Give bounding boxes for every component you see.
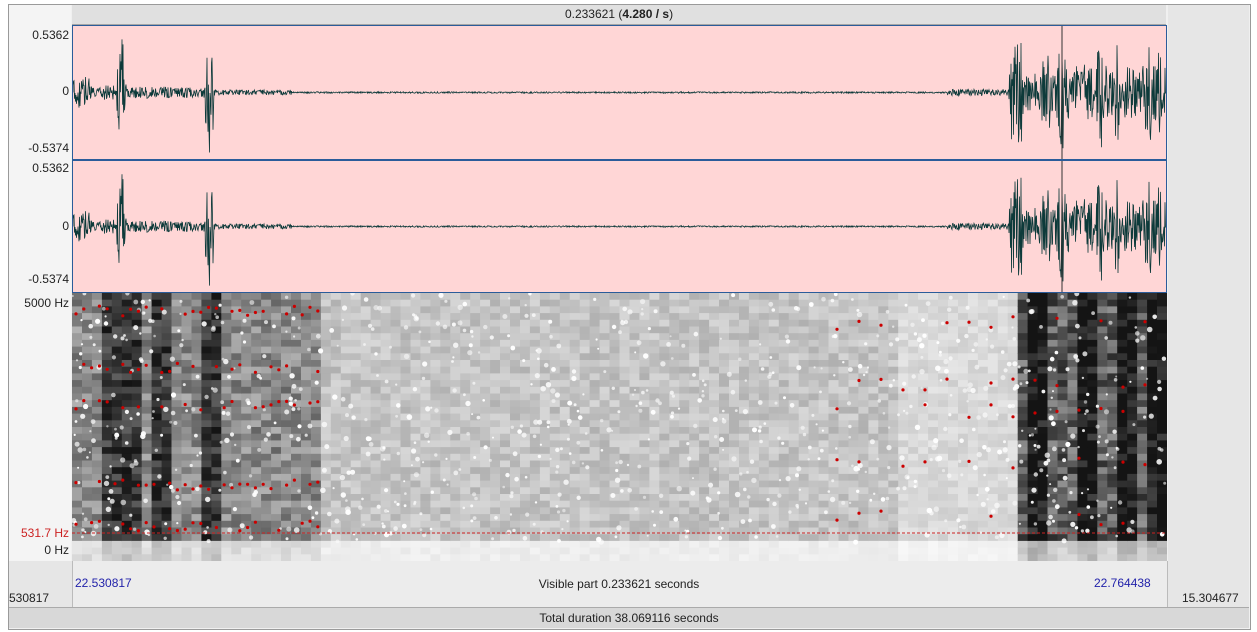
- waveform-top-max-label: 0.5362: [32, 28, 69, 42]
- right-outer-time: 15.304677: [1182, 591, 1239, 605]
- selection-rate: 4.280 / s: [622, 7, 670, 21]
- visible-end-time: 22.764438: [1094, 576, 1151, 590]
- waveform-bottom-min-label: -0.5374: [28, 272, 69, 286]
- left-axis-column: [9, 5, 71, 561]
- total-duration-bar[interactable]: Total duration 38.069116 seconds: [9, 607, 1249, 628]
- waveform-channel-2[interactable]: [72, 160, 1167, 293]
- waveform-channel-1-plot: [73, 26, 1166, 159]
- selection-duration-bar[interactable]: 0.233621 (4.280 / s): [72, 5, 1166, 25]
- visible-start-time: 22.530817: [75, 576, 132, 590]
- waveform-bottom-max-label: 0.5362: [32, 161, 69, 175]
- visible-part-bar[interactable]: [72, 561, 1168, 607]
- spectrogram-cursor-label: 531.7 Hz: [20, 526, 69, 540]
- spectrogram-plot: [72, 293, 1167, 561]
- waveform-channel-1[interactable]: [72, 25, 1167, 160]
- visible-part-label: Visible part 0.233621 seconds: [538, 577, 700, 591]
- waveform-bottom-zero-label: 0: [62, 219, 69, 233]
- spectrogram-top-label: 5000 Hz: [24, 296, 69, 310]
- total-duration-label: Total duration 38.069116 seconds: [539, 611, 719, 625]
- selection-value: 0.233621: [564, 7, 615, 21]
- right-margin-column: [1168, 5, 1249, 584]
- left-outer-time: 530817: [9, 591, 50, 605]
- spectrogram[interactable]: [72, 293, 1167, 561]
- spectrogram-bottom-label: 0 Hz: [44, 543, 69, 557]
- waveform-channel-2-plot: [73, 161, 1166, 292]
- waveform-top-zero-label: 0: [62, 84, 69, 98]
- waveform-top-min-label: -0.5374: [28, 141, 69, 155]
